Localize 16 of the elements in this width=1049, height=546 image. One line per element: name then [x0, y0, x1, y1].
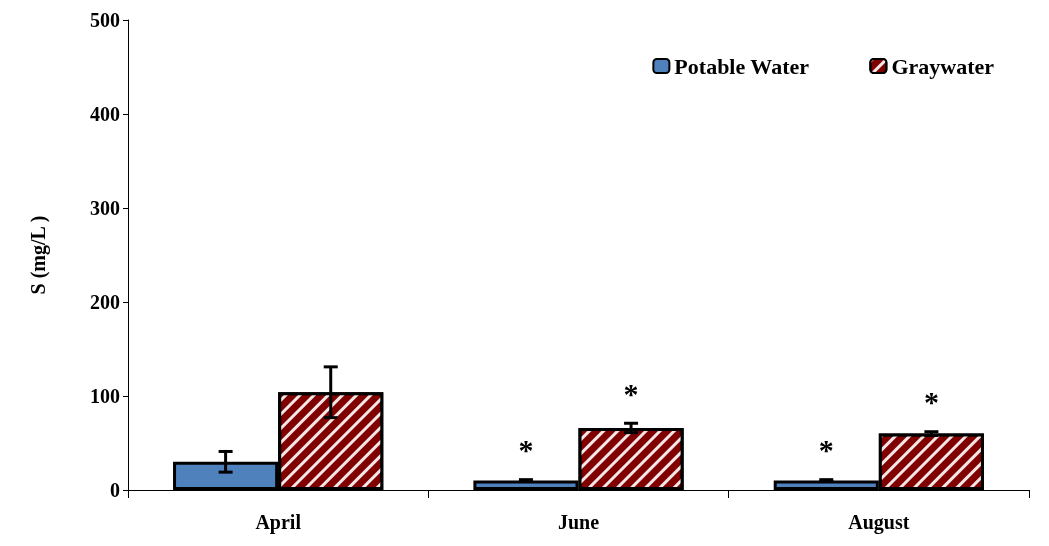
annotation: *	[923, 385, 939, 419]
annotation: *	[818, 433, 834, 467]
annotation: *	[518, 433, 534, 467]
y-tick-label: 100	[90, 385, 120, 407]
legend-label: Graywater	[891, 53, 995, 79]
y-tick-label: 300	[90, 197, 120, 219]
annotation: *	[623, 376, 639, 410]
y-tick-label: 400	[90, 103, 120, 125]
legend-label: Potable Water	[674, 53, 810, 79]
x-tick-label: June	[557, 511, 600, 533]
x-tick-label: April	[255, 511, 302, 534]
y-tick-label: 200	[90, 291, 120, 313]
x-tick-label: August	[848, 511, 910, 534]
y-axis-title: S (mg/L )	[27, 215, 50, 295]
y-tick-label: 500	[90, 9, 120, 31]
y-tick-label: 0	[110, 479, 120, 501]
